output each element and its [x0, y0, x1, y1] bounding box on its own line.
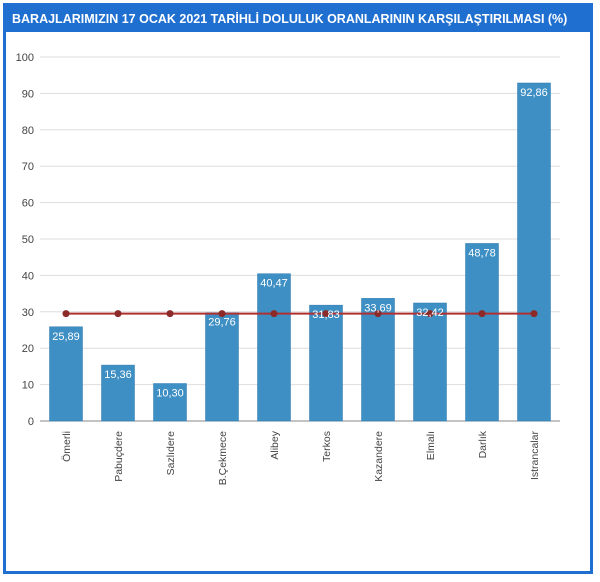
x-category-label: Elmalı — [425, 431, 437, 460]
y-tick-label: 70 — [22, 161, 34, 173]
average-line-marker — [322, 310, 330, 318]
average-line-marker — [114, 310, 122, 318]
average-line-marker — [218, 310, 226, 318]
y-tick-label: 60 — [22, 198, 34, 210]
bar--merli — [49, 326, 83, 422]
data-label: 25,89 — [52, 331, 80, 343]
y-tick-label: 30 — [22, 307, 34, 319]
y-tick-label: 10 — [22, 380, 34, 392]
y-tick-label: 0 — [28, 416, 34, 428]
data-label: 33,69 — [364, 302, 392, 314]
y-tick-label: 80 — [22, 125, 34, 137]
x-category-label: Ömerli — [61, 431, 73, 462]
bar-alibey — [257, 273, 291, 422]
data-label: 10,30 — [156, 388, 184, 400]
average-line-marker — [530, 310, 538, 318]
x-axis-labels: Ömerli Pabuçdere Sazlıdere B.Çekmece Alibey T… — [61, 430, 541, 485]
y-axis-ticks: 0 10 20 30 40 50 60 70 80 90 100 — [16, 52, 34, 428]
average-line-marker — [426, 310, 434, 318]
y-tick-label: 90 — [22, 88, 34, 100]
x-category-label: Alibey — [269, 430, 281, 459]
y-tick-label: 40 — [22, 270, 34, 282]
y-tick-label: 20 — [22, 343, 34, 355]
x-category-label: Darlık — [477, 430, 489, 458]
bars — [49, 82, 551, 422]
y-tick-label: 50 — [22, 234, 34, 246]
bar-b-ekmece — [205, 312, 239, 422]
average-line-marker — [374, 310, 382, 318]
x-category-label: Sazlıdere — [165, 431, 177, 476]
chart-title: BARAJLARIMIZIN 17 OCAK 2021 TARİHLİ DOLU… — [6, 6, 590, 32]
bar-istrancalar — [517, 82, 551, 422]
data-label: 40,47 — [260, 278, 288, 290]
average-line — [62, 310, 538, 318]
data-label: 32,42 — [416, 307, 444, 319]
bar-terkos — [309, 304, 343, 422]
bar-darl-k — [465, 243, 499, 422]
data-label: 92,86 — [520, 87, 548, 99]
data-label: 29,76 — [208, 317, 236, 329]
data-label: 48,78 — [468, 247, 496, 259]
average-line-marker — [166, 310, 174, 318]
average-line-marker — [478, 310, 486, 318]
data-label: 31,83 — [312, 309, 340, 321]
average-line-marker — [62, 310, 70, 318]
x-category-label: B.Çekmece — [217, 431, 229, 485]
x-category-label: Kazandere — [373, 431, 385, 482]
x-category-label: Pabuçdere — [113, 431, 125, 482]
x-category-label: Terkos — [321, 431, 333, 462]
bar-elmal- — [413, 302, 447, 422]
data-label: 15,36 — [104, 369, 132, 381]
x-category-label: Istrancalar — [529, 431, 541, 481]
average-line-marker — [270, 310, 278, 318]
y-tick-label: 100 — [16, 52, 34, 64]
bar-pabu-dere — [101, 364, 135, 422]
bar-sazl-dere — [153, 383, 187, 422]
bar-kazandere — [361, 298, 395, 422]
data-labels: 25,89 15,36 10,30 29,76 40,47 31,83 33,69 32,42… — [52, 87, 548, 400]
